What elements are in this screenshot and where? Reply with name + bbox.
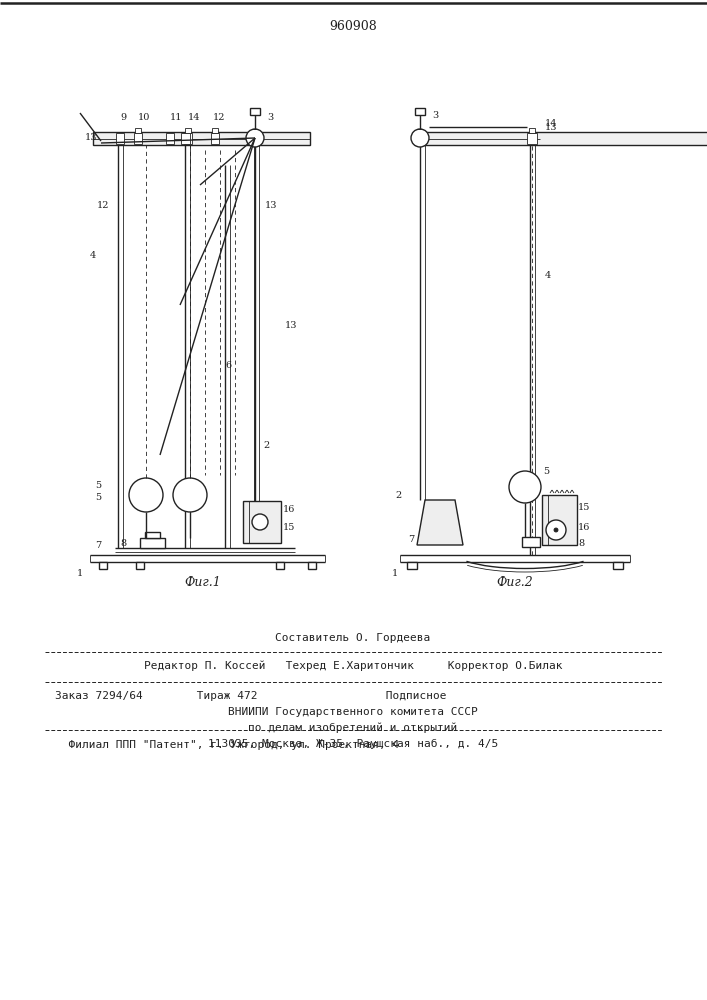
- Polygon shape: [417, 500, 463, 545]
- Text: 5: 5: [543, 468, 549, 477]
- Text: 14: 14: [545, 118, 558, 127]
- Bar: [145, 532, 160, 538]
- Bar: [184, 133, 192, 144]
- Text: 12: 12: [213, 112, 226, 121]
- Bar: [134, 133, 142, 144]
- Bar: [140, 538, 165, 548]
- Text: Составитель О. Гордеева: Составитель О. Гордеева: [275, 633, 431, 643]
- Bar: [415, 108, 425, 115]
- Bar: [415, 132, 707, 145]
- Text: ВНИИПИ Государственного комитета СССР: ВНИИПИ Государственного комитета СССР: [228, 707, 478, 717]
- Bar: [181, 133, 190, 144]
- Text: 14: 14: [188, 112, 201, 121]
- Text: 13: 13: [285, 320, 298, 330]
- Circle shape: [411, 129, 429, 147]
- Text: 16: 16: [578, 522, 590, 532]
- Text: по делам изобретений и открытий: по делам изобретений и открытий: [248, 723, 457, 733]
- Bar: [116, 133, 124, 144]
- Bar: [99, 562, 107, 569]
- Circle shape: [129, 478, 163, 512]
- Text: 8: 8: [578, 538, 584, 548]
- Circle shape: [252, 514, 268, 530]
- Text: 5: 5: [95, 481, 101, 489]
- Bar: [243, 501, 281, 543]
- Text: 9: 9: [120, 112, 126, 121]
- Bar: [407, 562, 417, 569]
- Text: 11: 11: [170, 112, 182, 121]
- Text: 10: 10: [138, 112, 151, 121]
- Text: Заказ 7294/64        Тираж 472                   Подписное: Заказ 7294/64 Тираж 472 Подписное: [55, 691, 447, 701]
- Bar: [308, 562, 316, 569]
- Circle shape: [246, 129, 264, 147]
- Text: 13: 13: [265, 200, 278, 210]
- Bar: [212, 128, 218, 133]
- Text: Редактор П. Коссей   Техред Е.Харитончик     Корректор О.Билак: Редактор П. Коссей Техред Е.Харитончик К…: [144, 661, 562, 671]
- Text: Филиал ППП "Патент", г. Ужгород, ул. Проектная, 4: Филиал ППП "Патент", г. Ужгород, ул. Про…: [55, 740, 399, 750]
- Text: 1: 1: [77, 568, 83, 578]
- Text: 3: 3: [267, 112, 273, 121]
- Text: 113035, Москва, Ж-35, Раушская наб., д. 4/5: 113035, Москва, Ж-35, Раушская наб., д. …: [208, 739, 498, 749]
- Bar: [529, 128, 535, 133]
- Bar: [613, 562, 623, 569]
- Bar: [93, 132, 310, 145]
- Text: 6: 6: [225, 360, 231, 369]
- Bar: [166, 133, 174, 144]
- Circle shape: [554, 528, 558, 532]
- Bar: [527, 133, 537, 144]
- Circle shape: [509, 471, 541, 503]
- Text: 16: 16: [283, 504, 296, 514]
- Bar: [136, 562, 144, 569]
- Text: 8: 8: [120, 538, 126, 548]
- Text: 12: 12: [97, 200, 110, 210]
- Text: 4: 4: [90, 250, 96, 259]
- Text: Фиг.2: Фиг.2: [496, 576, 533, 589]
- Text: 5: 5: [95, 492, 101, 502]
- Text: 15: 15: [578, 502, 590, 512]
- Circle shape: [546, 520, 566, 540]
- Bar: [185, 128, 191, 133]
- Bar: [211, 133, 219, 144]
- Text: Фиг.1: Фиг.1: [184, 576, 221, 589]
- Bar: [135, 128, 141, 133]
- Text: 13: 13: [545, 122, 558, 131]
- Circle shape: [173, 478, 207, 512]
- Text: 7: 7: [95, 540, 101, 550]
- Text: 7: 7: [408, 534, 414, 544]
- Bar: [250, 108, 260, 115]
- Text: 4: 4: [545, 270, 551, 279]
- Text: 15: 15: [283, 522, 296, 532]
- Text: 13: 13: [85, 132, 98, 141]
- Bar: [542, 495, 577, 545]
- Bar: [276, 562, 284, 569]
- Text: 960908: 960908: [329, 20, 377, 33]
- Text: 3: 3: [432, 110, 438, 119]
- Text: 2: 2: [263, 440, 269, 450]
- Text: 2: 2: [395, 490, 402, 499]
- Text: 1: 1: [392, 568, 398, 578]
- Bar: [522, 537, 540, 547]
